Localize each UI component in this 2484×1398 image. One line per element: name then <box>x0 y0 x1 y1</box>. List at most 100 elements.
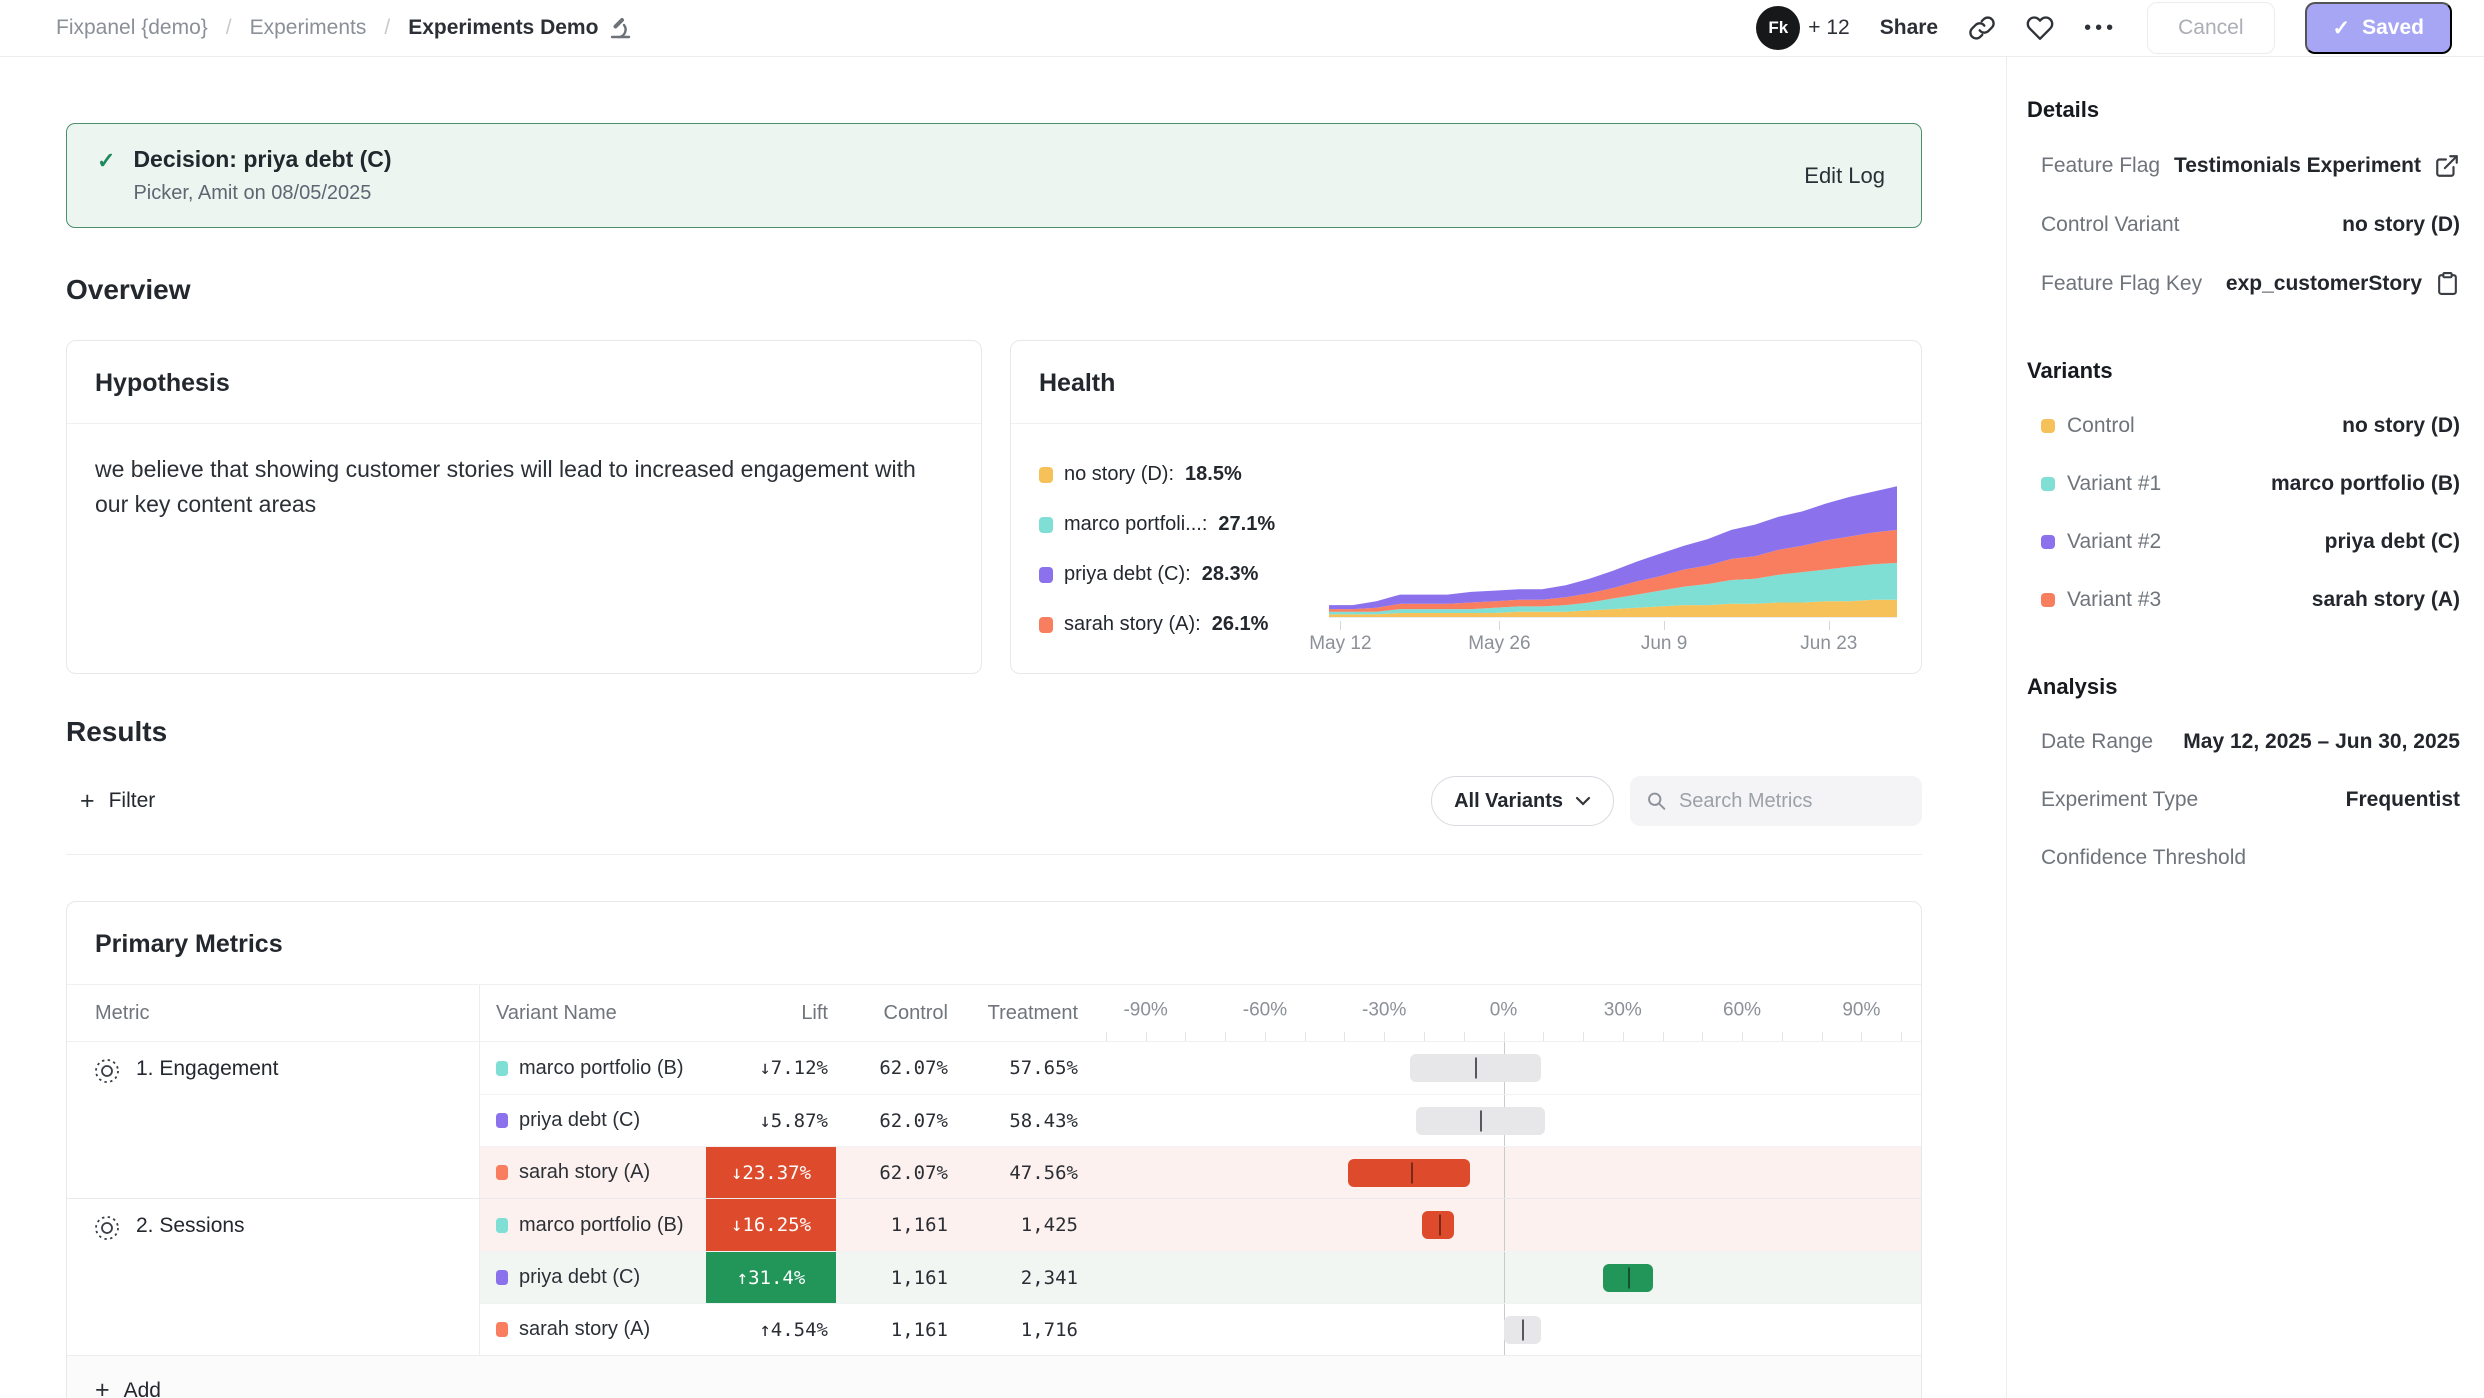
sidebar-row-label: Experiment Type <box>2041 788 2198 812</box>
breadcrumb-item: Experiments Demo <box>408 16 632 40</box>
axis-minor-tick <box>1504 1032 1505 1041</box>
variant-cell[interactable]: sarah story (A) <box>480 1161 706 1184</box>
sidebar-row: Variant #3sarah story (A) <box>2027 588 2460 612</box>
plus-icon: + <box>80 787 95 816</box>
legend-value: 27.1% <box>1218 513 1275 536</box>
sidebar-label-text: Confidence Threshold <box>2041 846 2246 870</box>
metric-group: 2. Sessionsmarco portfolio (B)↓16.25%1,1… <box>67 1198 1921 1355</box>
variant-cell[interactable]: sarah story (A) <box>480 1318 706 1341</box>
sidebar-row-label: Variant #1 <box>2041 472 2161 496</box>
share-button[interactable]: Share <box>1880 16 1938 40</box>
sidebar-row-value: no story (D) <box>2342 213 2460 237</box>
avatar[interactable]: Fk <box>1756 6 1800 50</box>
column-metric: Metric <box>67 985 480 1041</box>
confidence-interval-cell <box>1086 1252 1921 1303</box>
edit-log-button[interactable]: Edit Log <box>1804 163 1885 189</box>
breadcrumb: Fixpanel {demo} / Experiments / Experiments … <box>56 16 632 40</box>
health-chart: May 12May 26Jun 9Jun 23 <box>1329 463 1897 657</box>
axis-minor-tick <box>1861 1032 1862 1041</box>
metric-rows: marco portfolio (B)↓16.25%1,1611,425priy… <box>480 1199 1921 1355</box>
axis-minor-tick <box>1185 1032 1186 1041</box>
details-section: DetailsFeature FlagTestimonials Experime… <box>2027 97 2460 296</box>
control-value: 62.07% <box>836 1057 956 1079</box>
topbar-actions: Fk + 12 Share ••• Cancel ✓ Saved <box>1756 2 2452 54</box>
legend-item: no story (D): 18.5% <box>1039 463 1329 486</box>
legend-name: priya debt (C): <box>1064 563 1191 586</box>
legend-color-chip <box>1039 567 1053 583</box>
confidence-interval-bar <box>1422 1211 1454 1239</box>
sidebar-value-text: no story (D) <box>2342 414 2460 438</box>
axis-tick-label: 30% <box>1604 999 1642 1021</box>
column-lift: Lift <box>706 985 836 1041</box>
axis-minor-tick <box>1742 1032 1743 1041</box>
search-metrics-input[interactable] <box>1679 790 1906 813</box>
legend-name: sarah story (A): <box>1064 613 1201 636</box>
legend-color-chip <box>1039 467 1053 483</box>
favorite-heart-icon[interactable] <box>2026 14 2054 42</box>
sidebar-row-value: marco portfolio (B) <box>2271 472 2460 496</box>
variant-cell[interactable]: priya debt (C) <box>480 1266 706 1289</box>
external-link-icon[interactable] <box>2434 153 2460 179</box>
breadcrumb-item[interactable]: Experiments <box>250 16 367 40</box>
add-metric-button[interactable]: + Add <box>67 1355 1921 1398</box>
axis-minor-tick <box>1623 1032 1624 1041</box>
table-row: sarah story (A)↑4.54%1,1611,716 <box>480 1303 1921 1355</box>
health-x-axis: May 12May 26Jun 9Jun 23 <box>1329 621 1897 657</box>
confidence-interval-cell <box>1086 1042 1921 1094</box>
add-filter-button[interactable]: + Filter <box>80 787 155 816</box>
treatment-value: 1,716 <box>956 1319 1086 1341</box>
results-divider <box>66 854 1922 855</box>
variant-cell[interactable]: marco portfolio (B) <box>480 1214 706 1237</box>
variants-dropdown[interactable]: All Variants <box>1431 776 1614 826</box>
legend-value: 18.5% <box>1185 463 1242 486</box>
sidebar-row-label: Feature Flag Key <box>2041 272 2202 296</box>
sidebar-value-text: sarah story (A) <box>2312 588 2460 612</box>
breadcrumb-item[interactable]: Fixpanel {demo} <box>56 16 208 40</box>
variant-color-chip <box>496 1322 508 1337</box>
cancel-button[interactable]: Cancel <box>2147 2 2274 54</box>
table-row: sarah story (A)↓23.37%62.07%47.56% <box>480 1146 1921 1198</box>
variant-cell[interactable]: priya debt (C) <box>480 1109 706 1132</box>
metric-name-cell[interactable]: 2. Sessions <box>67 1199 480 1355</box>
confidence-interval-cell <box>1086 1304 1921 1355</box>
breadcrumb-separator: / <box>384 16 390 40</box>
column-control: Control <box>836 985 956 1041</box>
breadcrumb-separator: / <box>226 16 232 40</box>
analysis-section: AnalysisDate RangeMay 12, 2025 – Jun 30,… <box>2027 674 2460 870</box>
decision-check-icon: ✓ <box>97 148 115 174</box>
sidebar-row-value: exp_customerStory <box>2226 271 2460 296</box>
sidebar-label-text: Experiment Type <box>2041 788 2198 812</box>
axis-minor-tick <box>1583 1032 1584 1041</box>
variant-cell[interactable]: marco portfolio (B) <box>480 1057 706 1080</box>
table-row: marco portfolio (B)↓7.12%62.07%57.65% <box>480 1042 1921 1094</box>
saved-button[interactable]: ✓ Saved <box>2305 2 2452 54</box>
variant-name: marco portfolio (B) <box>519 1214 684 1237</box>
search-box <box>1630 776 1922 826</box>
confidence-interval-cell <box>1086 1147 1921 1198</box>
sidebar-row-label: Control Variant <box>2041 213 2180 237</box>
more-menu-icon[interactable]: ••• <box>2084 17 2117 40</box>
breadcrumb-label: Fixpanel {demo} <box>56 16 208 39</box>
legend-value: 28.3% <box>1202 563 1259 586</box>
sidebar-label-text: Control Variant <box>2041 213 2180 237</box>
variant-color-chip <box>496 1218 508 1233</box>
overview-heading: Overview <box>66 274 1922 306</box>
point-estimate-marker <box>1480 1110 1482 1131</box>
metric-name-cell[interactable]: 1. Engagement <box>67 1042 480 1198</box>
clipboard-copy-icon[interactable] <box>2435 271 2460 296</box>
axis-tick <box>1499 621 1500 630</box>
legend-name: marco portfoli...: <box>1064 513 1207 536</box>
legend-item: sarah story (A): 26.1% <box>1039 613 1329 636</box>
collaborators-group[interactable]: Fk + 12 <box>1756 6 1849 50</box>
variants-section: VariantsControlno story (D)Variant #1mar… <box>2027 358 2460 612</box>
variant-color-chip <box>2041 535 2055 549</box>
variant-color-chip <box>2041 477 2055 491</box>
axis-minor-tick <box>1265 1032 1266 1041</box>
topbar: Fixpanel {demo} / Experiments / Experiments … <box>0 0 2484 57</box>
axis-minor-tick <box>1305 1032 1306 1041</box>
hypothesis-body: we believe that showing customer stories… <box>67 424 981 549</box>
hypothesis-card: Hypothesis we believe that showing custo… <box>66 340 982 674</box>
link-icon[interactable] <box>1968 14 1996 42</box>
sidebar-value-text: exp_customerStory <box>2226 272 2422 296</box>
metrics-table-header: Metric Variant Name Lift Control Treatme… <box>67 984 1921 1042</box>
